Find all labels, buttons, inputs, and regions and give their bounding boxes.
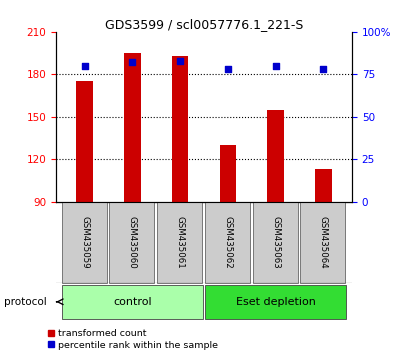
- Point: [177, 58, 183, 64]
- Text: Eset depletion: Eset depletion: [236, 297, 316, 307]
- Text: GSM435064: GSM435064: [319, 216, 328, 269]
- Text: GSM435062: GSM435062: [223, 216, 232, 269]
- Text: control: control: [113, 297, 152, 307]
- Point: [225, 67, 231, 72]
- Bar: [205, 285, 346, 319]
- Point: [129, 59, 136, 65]
- Bar: [110, 202, 154, 283]
- Legend: transformed count, percentile rank within the sample: transformed count, percentile rank withi…: [44, 325, 222, 354]
- Text: GSM435060: GSM435060: [128, 216, 137, 269]
- Text: GSM435063: GSM435063: [271, 216, 280, 269]
- Text: protocol: protocol: [4, 297, 47, 307]
- Bar: [205, 202, 250, 283]
- Bar: [76, 81, 93, 202]
- Bar: [220, 145, 236, 202]
- Point: [320, 67, 326, 72]
- Bar: [62, 202, 107, 283]
- Point: [82, 63, 88, 69]
- Bar: [124, 53, 141, 202]
- Title: GDS3599 / scl0057776.1_221-S: GDS3599 / scl0057776.1_221-S: [105, 18, 303, 31]
- Bar: [253, 202, 298, 283]
- Bar: [172, 56, 188, 202]
- Bar: [62, 285, 203, 319]
- Text: GSM435059: GSM435059: [80, 216, 89, 269]
- Bar: [157, 202, 202, 283]
- Point: [272, 63, 279, 69]
- Bar: [300, 202, 345, 283]
- Text: GSM435061: GSM435061: [176, 216, 185, 269]
- Bar: [315, 169, 332, 202]
- Bar: [267, 110, 284, 202]
